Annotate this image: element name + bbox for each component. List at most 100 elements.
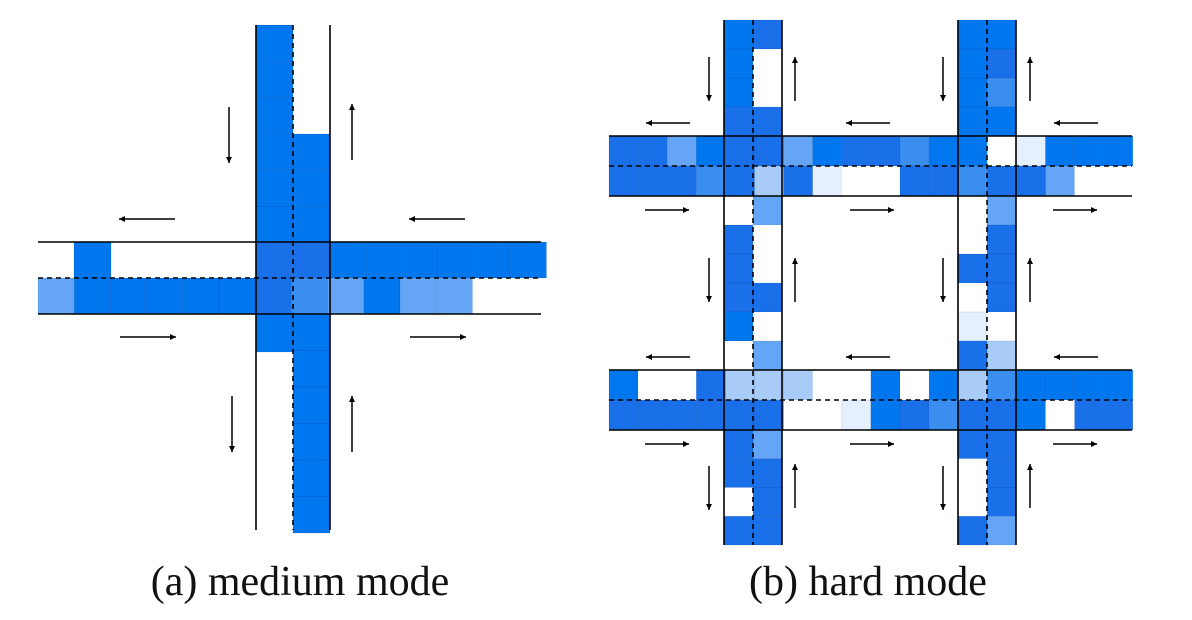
vehicle-cell <box>363 277 401 315</box>
vehicle-cell <box>255 97 294 135</box>
vehicle-cell <box>957 429 988 460</box>
vehicle-cell <box>608 165 639 197</box>
vehicle-cell <box>723 48 754 79</box>
vehicle-cell <box>292 350 331 388</box>
vehicle-cell <box>870 399 901 431</box>
vehicle-cell <box>1103 135 1134 167</box>
vehicle-cell <box>37 277 75 315</box>
vehicle-cell <box>292 386 331 424</box>
vehicle-cell <box>667 370 697 400</box>
vehicle-cell <box>723 429 754 460</box>
vehicle-cell <box>637 399 668 431</box>
vehicle-cell <box>986 48 1017 79</box>
vehicle-cell <box>73 241 112 279</box>
vehicle-cell <box>957 165 988 197</box>
vehicle-cell <box>870 135 901 167</box>
vehicle-cell <box>928 135 959 167</box>
vehicle-cell <box>957 48 988 79</box>
arrow-down-icon <box>940 296 946 302</box>
vehicle-cell <box>725 135 755 167</box>
arrow-down-icon <box>706 95 712 101</box>
vehicle-cell <box>255 206 294 244</box>
arrow-down-icon <box>706 504 712 510</box>
vehicle-cell <box>986 399 1017 431</box>
vehicle-cell <box>437 241 475 279</box>
vehicle-cell <box>957 106 988 137</box>
arrow-right-icon <box>683 207 689 213</box>
vehicle-cell <box>987 312 1016 341</box>
vehicle-cell <box>292 133 331 171</box>
arrow-left-icon <box>1054 120 1060 126</box>
arrow-up-icon <box>349 104 355 110</box>
arrow-right-icon <box>888 207 894 213</box>
vehicle-cell <box>812 370 842 400</box>
vehicle-cell <box>1045 165 1075 197</box>
vehicle-cell <box>812 400 842 430</box>
vehicle-cell <box>986 253 1017 284</box>
vehicle-cell <box>695 165 726 197</box>
vehicle-cell <box>986 224 1017 255</box>
vehicle-cell <box>364 241 402 279</box>
vehicle-cell <box>928 369 959 401</box>
vehicle-cell <box>255 133 294 171</box>
vehicle-cell <box>292 313 331 351</box>
vehicle-cell <box>753 49 782 78</box>
vehicle-cell <box>292 170 331 207</box>
vehicle-cell <box>146 277 184 315</box>
vehicle-cell <box>1016 399 1046 431</box>
vehicle-cell <box>723 106 754 137</box>
arrow-left-icon <box>846 354 852 360</box>
vehicle-cell <box>1016 165 1046 197</box>
arrow-right-icon <box>1091 207 1097 213</box>
arrow-up-icon <box>349 396 355 402</box>
vehicle-cell <box>783 400 813 430</box>
arrow-left-icon <box>646 354 652 360</box>
vehicle-cell <box>292 423 331 461</box>
vehicle-cell <box>753 254 782 283</box>
vehicle-cell <box>638 370 668 400</box>
vehicle-cell <box>752 106 783 137</box>
vehicle-cell <box>900 370 930 400</box>
vehicle-cell <box>723 19 754 50</box>
arrow-right-icon <box>888 441 894 447</box>
vehicle-cell <box>958 458 987 488</box>
vehicle-cell <box>666 399 697 431</box>
vehicle-cell <box>608 135 639 167</box>
vehicle-cell <box>218 277 256 315</box>
vehicle-cell <box>958 225 987 254</box>
vehicle-cell <box>899 135 930 167</box>
vehicle-cell <box>400 241 438 279</box>
vehicle-cell <box>870 166 900 196</box>
vehicle-cell <box>723 515 754 546</box>
arrow-down-icon <box>226 157 232 163</box>
vehicle-cell <box>957 19 988 50</box>
vehicle-cell <box>958 283 987 312</box>
arrow-up-icon <box>792 258 798 264</box>
vehicle-cell <box>1016 369 1046 401</box>
vehicle-cell <box>841 166 871 196</box>
vehicle-cell <box>783 369 813 401</box>
arrow-up-icon <box>1027 57 1033 63</box>
vehicle-cell <box>255 241 293 279</box>
vehicle-cell <box>957 135 988 167</box>
arrow-up-icon <box>1027 464 1033 470</box>
vehicle-cell <box>957 311 988 342</box>
arrow-up-icon <box>792 57 798 63</box>
vehicle-cell <box>1045 369 1075 401</box>
vehicle-cell <box>255 24 294 62</box>
vehicle-cell <box>986 515 1017 546</box>
vehicle-cell <box>841 370 871 400</box>
vehicle-cell <box>695 135 726 167</box>
vehicle-cell <box>1103 369 1134 401</box>
vehicle-cell <box>725 369 755 401</box>
vehicle-cell <box>473 241 511 279</box>
vehicle-cell <box>110 277 147 315</box>
vehicle-cell <box>752 282 783 313</box>
vehicle-cell <box>255 169 294 207</box>
arrow-left-icon <box>409 216 415 222</box>
vehicle-cell <box>1103 399 1134 431</box>
vehicle-cell <box>695 369 726 401</box>
vehicle-cell <box>723 77 754 108</box>
vehicle-cell <box>986 429 1017 460</box>
vehicle-cell <box>752 487 783 517</box>
